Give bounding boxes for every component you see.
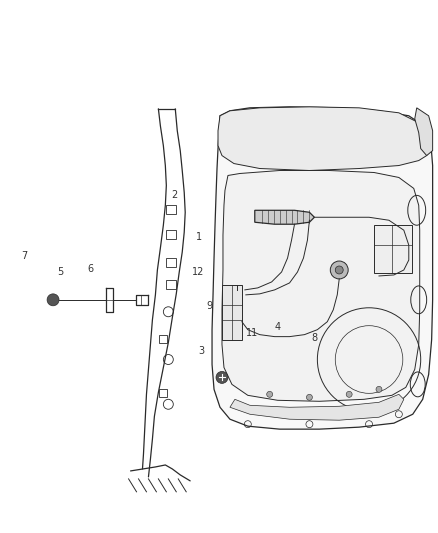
- Text: 5: 5: [57, 267, 63, 277]
- Text: 6: 6: [88, 264, 94, 274]
- Bar: [166, 280, 176, 289]
- Circle shape: [335, 266, 343, 274]
- Circle shape: [307, 394, 312, 400]
- Circle shape: [216, 372, 228, 383]
- Text: 2: 2: [172, 190, 178, 200]
- Circle shape: [330, 261, 348, 279]
- Bar: [159, 335, 167, 343]
- Circle shape: [163, 399, 173, 409]
- Text: 9: 9: [206, 301, 212, 311]
- Circle shape: [47, 294, 59, 306]
- Circle shape: [163, 307, 173, 317]
- Circle shape: [346, 391, 352, 397]
- Text: 3: 3: [198, 346, 205, 357]
- Text: 4: 4: [275, 322, 281, 333]
- Polygon shape: [218, 107, 429, 171]
- Text: 1: 1: [196, 232, 202, 243]
- Text: 12: 12: [192, 267, 205, 277]
- Circle shape: [267, 391, 273, 397]
- Bar: [166, 205, 176, 214]
- Text: 11: 11: [246, 328, 258, 338]
- Text: 7: 7: [21, 251, 27, 261]
- Bar: [166, 258, 176, 267]
- Bar: [374, 225, 412, 273]
- Circle shape: [376, 386, 382, 392]
- Polygon shape: [222, 171, 420, 401]
- Bar: [222, 285, 242, 340]
- Circle shape: [163, 354, 173, 365]
- Text: 8: 8: [312, 333, 318, 343]
- Polygon shape: [212, 107, 433, 429]
- Polygon shape: [230, 394, 404, 420]
- Polygon shape: [415, 108, 433, 156]
- Bar: [166, 230, 176, 239]
- Polygon shape: [255, 211, 314, 224]
- Bar: [159, 389, 167, 397]
